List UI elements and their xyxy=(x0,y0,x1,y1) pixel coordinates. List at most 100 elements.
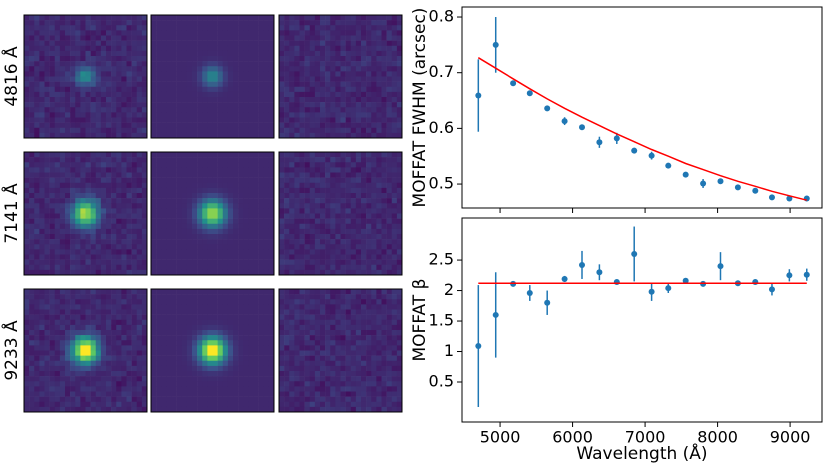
pixel xyxy=(161,371,167,377)
pixel xyxy=(391,76,398,82)
pixel xyxy=(289,269,295,276)
pixel xyxy=(156,406,162,413)
pixel xyxy=(90,112,97,118)
pixel xyxy=(197,187,203,194)
pixel xyxy=(54,127,61,134)
pixel xyxy=(171,112,177,118)
pixel xyxy=(136,117,143,123)
pixel xyxy=(141,223,148,230)
pixel xyxy=(320,324,326,331)
pixel xyxy=(381,76,387,82)
pixel xyxy=(299,264,305,271)
pixel xyxy=(361,203,367,209)
pixel xyxy=(151,177,157,184)
pixel xyxy=(248,71,254,77)
pixel xyxy=(181,345,188,351)
pixel xyxy=(106,254,112,260)
pixel xyxy=(111,269,117,276)
pixel xyxy=(350,365,357,372)
pixel xyxy=(29,172,35,178)
pixel xyxy=(192,167,198,173)
pixel xyxy=(29,157,35,163)
pixel xyxy=(361,218,367,225)
pixel xyxy=(207,391,213,397)
pixel xyxy=(304,132,311,139)
pixel xyxy=(345,208,352,214)
pixel xyxy=(309,56,316,62)
pixel xyxy=(95,259,102,266)
pixel xyxy=(243,350,249,356)
pixel xyxy=(366,40,372,47)
pixel xyxy=(121,162,127,168)
pixel xyxy=(192,30,198,36)
pixel xyxy=(65,324,71,331)
pixel xyxy=(156,35,162,41)
pixel xyxy=(222,309,229,315)
pixel xyxy=(75,61,81,67)
pixel xyxy=(207,254,213,260)
pixel xyxy=(186,193,193,199)
pixel xyxy=(238,30,244,36)
pixel xyxy=(197,81,203,88)
pixel xyxy=(299,309,305,315)
pixel xyxy=(233,340,239,346)
pixel xyxy=(355,330,362,336)
pixel xyxy=(70,15,76,21)
pixel xyxy=(29,203,35,209)
pixel xyxy=(253,259,259,266)
pixel xyxy=(85,254,91,260)
pixel xyxy=(54,97,61,103)
pixel xyxy=(111,244,117,250)
pixel xyxy=(70,76,76,82)
pixel xyxy=(222,304,229,310)
pixel xyxy=(136,127,143,134)
pixel xyxy=(141,365,148,372)
pixel xyxy=(258,30,265,36)
pixel xyxy=(396,15,403,21)
pixel xyxy=(141,371,148,377)
pixel xyxy=(345,355,352,362)
pixel xyxy=(202,167,208,173)
pixel xyxy=(59,97,66,103)
pixel xyxy=(100,167,107,173)
pixel xyxy=(176,172,183,178)
pixel xyxy=(284,360,290,367)
pixel xyxy=(136,299,143,305)
pixel xyxy=(320,391,326,397)
pixel xyxy=(44,91,50,98)
pixel xyxy=(34,254,40,260)
pixel xyxy=(90,187,97,194)
pixel xyxy=(161,50,167,57)
pixel xyxy=(106,365,112,372)
pixel xyxy=(95,167,102,173)
pixel xyxy=(171,91,177,98)
pixel xyxy=(106,314,112,321)
pixel xyxy=(258,391,265,397)
pixel xyxy=(304,177,311,184)
pixel xyxy=(361,182,367,189)
pixel xyxy=(304,376,311,382)
pixel xyxy=(116,97,122,103)
pixel xyxy=(391,66,398,72)
pixel xyxy=(217,167,224,173)
pixel xyxy=(222,122,229,129)
pixel xyxy=(207,112,213,118)
pixel xyxy=(44,304,50,310)
pixel xyxy=(350,401,357,408)
pixel xyxy=(309,314,316,321)
pixel xyxy=(75,20,81,26)
pixel xyxy=(284,208,290,214)
pixel xyxy=(320,360,326,367)
pixel xyxy=(238,35,244,41)
pixel xyxy=(156,182,162,189)
pixel xyxy=(176,112,183,118)
pixel xyxy=(243,66,249,72)
pixel xyxy=(166,401,172,408)
pixel xyxy=(289,289,295,295)
pixel xyxy=(106,112,112,118)
pixel xyxy=(75,289,81,295)
pixel xyxy=(80,264,86,271)
pixel xyxy=(222,30,229,36)
pixel xyxy=(243,345,249,351)
pixel xyxy=(49,234,56,240)
